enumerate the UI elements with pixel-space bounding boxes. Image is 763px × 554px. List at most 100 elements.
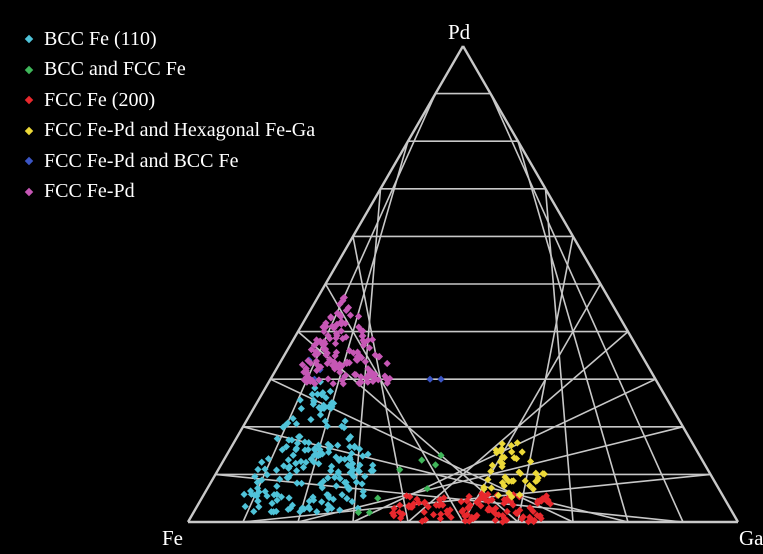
data-point-fcc-fe-pd bbox=[354, 312, 363, 320]
data-point-bcc-fe-110 bbox=[307, 415, 315, 424]
data-point-fcc-fe-200 bbox=[530, 516, 538, 525]
legend-item: FCC Fe-Pd and Hexagonal Fe-Ga bbox=[24, 116, 315, 147]
data-point-bcc-fe-110 bbox=[286, 504, 295, 512]
data-point-fcc-fe-pd bbox=[359, 336, 367, 345]
grid-line bbox=[242, 473, 711, 523]
data-point-fcc-fe-pd bbox=[303, 376, 311, 385]
data-point-bcc-fe-110 bbox=[309, 493, 317, 501]
data-point-fcc-fe-200 bbox=[484, 490, 492, 498]
data-point-bcc-fe-110 bbox=[280, 462, 288, 470]
data-point-bcc-fe-110 bbox=[345, 435, 353, 443]
data-point-fcc-fe-pd bbox=[324, 375, 332, 383]
data-point-bcc-fe-110 bbox=[258, 458, 266, 466]
data-point-fcc-fe-pd-and-hexagonal-fe-ga bbox=[494, 491, 502, 499]
data-point-fcc-fe-pd-and-hexagonal-fe-ga bbox=[510, 454, 518, 462]
data-point-fcc-fe-pd bbox=[326, 335, 334, 343]
data-point-bcc-and-fcc-fe bbox=[374, 494, 382, 502]
data-point-bcc-fe-110 bbox=[284, 456, 293, 464]
data-point-bcc-fe-110 bbox=[342, 478, 350, 487]
data-point-bcc-and-fcc-fe bbox=[431, 461, 440, 469]
legend-marker-bcc-fe-110 bbox=[24, 35, 34, 44]
legend-item: FCC Fe (200) bbox=[24, 85, 315, 116]
data-point-fcc-fe-200 bbox=[436, 515, 445, 523]
data-point-fcc-fe-pd bbox=[359, 332, 367, 340]
data-point-fcc-fe-pd-and-bcc-fe bbox=[437, 375, 445, 383]
data-point-fcc-fe-pd-and-hexagonal-fe-ga bbox=[507, 441, 515, 450]
data-point-fcc-fe-pd bbox=[337, 327, 345, 335]
legend-item: BCC Fe (110) bbox=[24, 24, 315, 55]
data-point-fcc-fe-200 bbox=[461, 517, 469, 525]
data-point-fcc-fe-pd-and-hexagonal-fe-ga bbox=[515, 491, 524, 499]
data-point-fcc-fe-200 bbox=[500, 499, 508, 507]
legend-label: BCC Fe (110) bbox=[44, 27, 157, 50]
data-point-fcc-fe-pd bbox=[345, 347, 354, 355]
data-point-fcc-fe-pd-and-hexagonal-fe-ga bbox=[492, 446, 500, 454]
data-point-bcc-fe-110 bbox=[323, 491, 331, 499]
grid-line bbox=[407, 330, 629, 523]
data-point-fcc-fe-pd bbox=[337, 313, 345, 321]
vertex-label-ga: Ga bbox=[739, 526, 763, 550]
data-point-bcc-fe-110 bbox=[324, 474, 332, 482]
legend-marker-fcc-fe-200 bbox=[24, 96, 34, 105]
legend-label: FCC Fe-Pd and Hexagonal Fe-Ga bbox=[44, 119, 316, 142]
data-point-bcc-fe-110 bbox=[359, 487, 367, 496]
data-point-fcc-fe-pd bbox=[360, 341, 368, 349]
data-point-bcc-fe-110 bbox=[285, 494, 293, 502]
data-point-fcc-fe-pd bbox=[351, 370, 359, 379]
data-point-bcc-fe-110 bbox=[285, 462, 294, 471]
data-point-fcc-fe-200 bbox=[406, 493, 414, 501]
data-point-bcc-fe-110 bbox=[328, 462, 336, 471]
data-point-bcc-fe-110 bbox=[301, 446, 309, 454]
data-point-bcc-fe-110 bbox=[344, 461, 352, 469]
data-point-bcc-fe-110 bbox=[247, 490, 255, 498]
data-point-bcc-fe-110 bbox=[347, 469, 355, 477]
data-point-bcc-fe-110 bbox=[331, 473, 339, 482]
data-point-bcc-fe-110 bbox=[361, 472, 369, 481]
data-point-fcc-fe-pd bbox=[342, 333, 350, 341]
data-point-bcc-fe-110 bbox=[293, 479, 301, 487]
data-point-fcc-fe-pd-and-hexagonal-fe-ga bbox=[501, 473, 509, 481]
data-point-fcc-fe-pd bbox=[316, 337, 324, 345]
data-point-fcc-fe-200 bbox=[492, 504, 500, 512]
triangle-edge bbox=[461, 45, 740, 523]
data-point-fcc-fe-200 bbox=[437, 510, 445, 518]
data-point-bcc-fe-110 bbox=[296, 508, 304, 516]
data-point-fcc-fe-200 bbox=[513, 509, 521, 518]
data-point-fcc-fe-200 bbox=[463, 511, 471, 519]
data-point-fcc-fe-200 bbox=[457, 498, 465, 506]
data-point-bcc-fe-110 bbox=[332, 482, 340, 490]
data-point-bcc-fe-110 bbox=[359, 492, 367, 500]
data-point-fcc-fe-200 bbox=[544, 496, 552, 504]
data-point-fcc-fe-200 bbox=[396, 501, 404, 509]
data-point-bcc-fe-110 bbox=[292, 459, 300, 467]
data-point-fcc-fe-200 bbox=[463, 497, 471, 505]
data-point-fcc-fe-pd bbox=[331, 352, 339, 360]
legend-label: FCC Fe-Pd bbox=[44, 180, 135, 203]
data-point-bcc-fe-110 bbox=[299, 463, 308, 471]
data-point-fcc-fe-pd bbox=[341, 319, 349, 328]
data-point-fcc-fe-pd bbox=[315, 376, 323, 384]
data-point-bcc-fe-110 bbox=[323, 422, 331, 430]
data-point-fcc-fe-pd bbox=[382, 375, 390, 383]
data-point-fcc-fe-200 bbox=[516, 506, 524, 514]
data-point-fcc-fe-pd bbox=[355, 323, 363, 331]
data-point-bcc-fe-110 bbox=[269, 508, 278, 516]
data-point-fcc-fe-200 bbox=[458, 507, 466, 516]
data-point-bcc-fe-110 bbox=[277, 493, 286, 501]
data-point-fcc-fe-pd bbox=[314, 350, 322, 358]
data-point-bcc-fe-110 bbox=[334, 441, 342, 449]
data-point-fcc-fe-pd-and-hexagonal-fe-ga bbox=[525, 482, 534, 490]
data-point-fcc-fe-pd bbox=[323, 349, 331, 357]
data-point-bcc-fe-110 bbox=[313, 508, 321, 516]
data-point-bcc-fe-110 bbox=[344, 483, 352, 491]
data-point-fcc-fe-pd-and-hexagonal-fe-ga bbox=[521, 477, 529, 485]
data-point-fcc-fe-200 bbox=[432, 501, 440, 509]
data-point-bcc-fe-110 bbox=[311, 384, 319, 392]
data-point-fcc-fe-pd-and-hexagonal-fe-ga bbox=[488, 461, 496, 469]
data-point-fcc-fe-200 bbox=[484, 497, 493, 505]
data-point-fcc-fe-pd bbox=[345, 359, 353, 367]
legend-marker-fcc-fepd bbox=[24, 187, 34, 196]
data-point-fcc-fe-pd bbox=[329, 380, 337, 388]
